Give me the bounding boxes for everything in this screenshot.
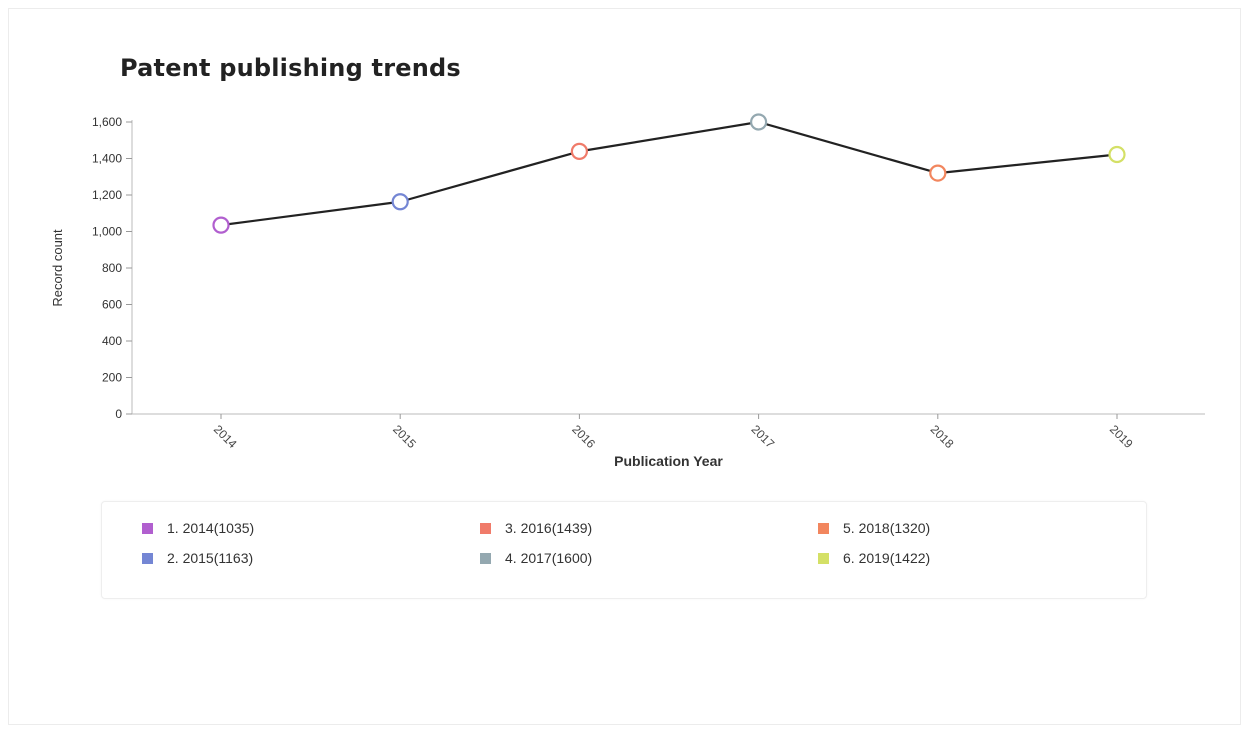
x-tick-label: 2017 [748, 422, 777, 451]
x-tick-label: 2014 [211, 422, 240, 451]
legend-label: 6. 2019(1422) [843, 550, 931, 566]
series-line [220, 120, 1118, 227]
legend-item[interactable]: 5. 2018(1320) [818, 520, 930, 536]
legend-item[interactable]: 6. 2019(1422) [818, 550, 930, 566]
data-point[interactable] [391, 193, 409, 211]
legend-swatch [142, 522, 153, 534]
legend-label: 2. 2015(1163) [167, 550, 254, 566]
legend-swatch [480, 522, 491, 534]
data-point[interactable] [929, 164, 947, 182]
y-tick-label: 1,400 [92, 152, 122, 166]
legend-label: 5. 2018(1320) [843, 520, 931, 536]
chart-card [8, 8, 1241, 725]
x-tick-label: 2016 [569, 422, 598, 451]
y-tick-label: 200 [102, 371, 122, 385]
y-axis-title: Record count [50, 229, 65, 307]
y-tick-label: 1,200 [92, 188, 122, 202]
line-chart: 0 200 400 600 800 1,000 1,200 1,400 1,600 2014 201… [50, 113, 1205, 469]
x-tick-label: 2015 [390, 422, 419, 451]
data-point[interactable] [570, 142, 589, 160]
legend-item[interactable]: 3. 2016(1439) [480, 520, 592, 536]
y-tick-label: 1,600 [92, 115, 122, 129]
data-point[interactable] [1108, 145, 1126, 164]
legend-swatch [818, 522, 829, 534]
legend-label: 3. 2016(1439) [505, 520, 593, 536]
legend-label: 1. 2014(1035) [167, 520, 255, 536]
legend-swatch [142, 552, 153, 564]
data-point[interactable] [212, 216, 230, 234]
y-tick-label: 0 [115, 407, 122, 421]
legend-swatch [480, 552, 491, 564]
legend-swatch [818, 552, 829, 564]
data-point[interactable] [749, 113, 768, 131]
y-tick-label: 600 [102, 298, 122, 312]
chart-title: Patent publishing trends [120, 54, 461, 82]
x-tick-label: 2019 [1107, 422, 1136, 451]
y-tick-label: 1,000 [92, 225, 122, 239]
x-tick-label: 2018 [928, 422, 957, 451]
legend-label: 4. 2017(1600) [505, 550, 593, 566]
legend-item[interactable]: 2. 2015(1163) [142, 550, 253, 566]
x-axis-title: Publication Year [614, 453, 723, 469]
y-tick-label: 400 [102, 334, 122, 348]
legend-item[interactable]: 1. 2014(1035) [142, 520, 254, 536]
y-tick-label: 800 [102, 261, 122, 275]
legend-item[interactable]: 4. 2017(1600) [480, 550, 592, 566]
chart-legend: 1. 2014(1035) 2. 2015(1163) 3. 2016(1439) 4… [101, 501, 1147, 599]
